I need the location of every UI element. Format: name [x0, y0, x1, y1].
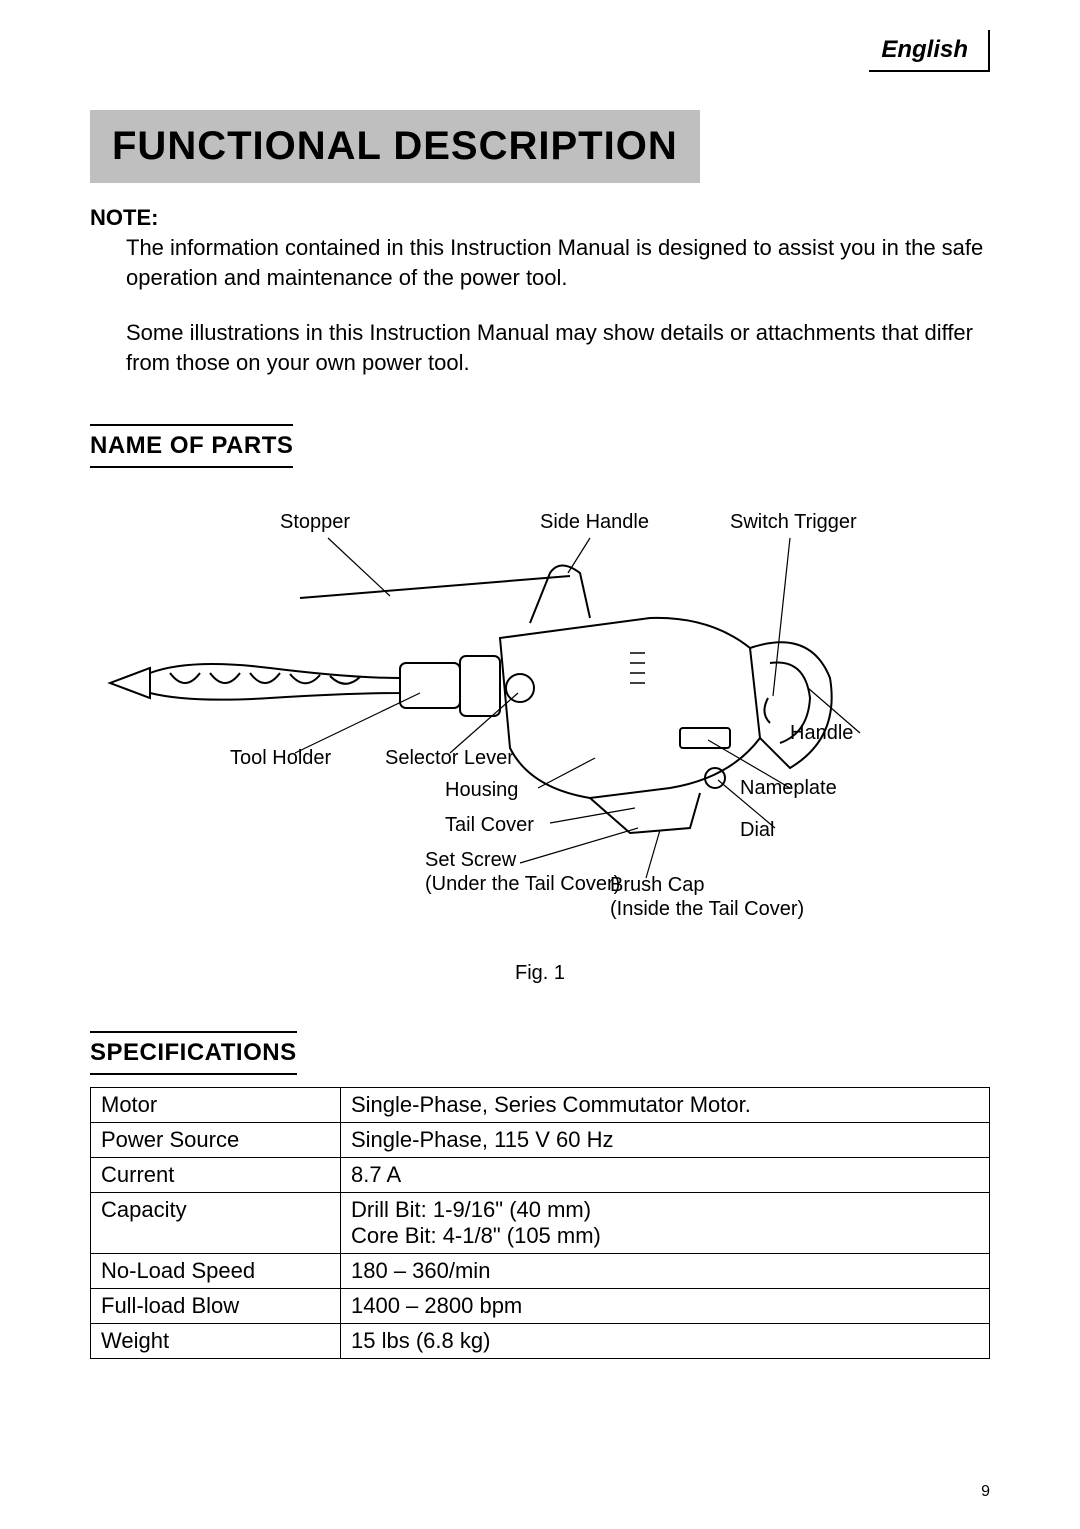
specifications-table: MotorSingle-Phase, Series Commutator Mot… — [90, 1087, 990, 1359]
spec-key: Current — [91, 1157, 341, 1192]
spec-val: Single-Phase, 115 V 60 Hz — [341, 1122, 990, 1157]
spec-val: Drill Bit: 1-9/16" (40 mm) Core Bit: 4-1… — [341, 1192, 990, 1253]
label-switch-trigger: Switch Trigger — [730, 510, 857, 534]
label-selector-lever: Selector Lever — [385, 746, 514, 770]
table-row: MotorSingle-Phase, Series Commutator Mot… — [91, 1087, 990, 1122]
label-brush-cap: Brush Cap (Inside the Tail Cover) — [610, 873, 804, 921]
label-brush-cap-l1: Brush Cap — [610, 874, 705, 896]
table-row: Full-load Blow1400 – 2800 bpm — [91, 1288, 990, 1323]
label-set-screw-l1: Set Screw — [425, 849, 516, 871]
title-bar: FUNCTIONAL DESCRIPTION — [90, 110, 700, 183]
note-para-2: Some illustrations in this Instruction M… — [126, 318, 990, 377]
language-label: English — [869, 30, 990, 72]
table-row: Power SourceSingle-Phase, 115 V 60 Hz — [91, 1122, 990, 1157]
spec-val: 15 lbs (6.8 kg) — [341, 1323, 990, 1358]
note-block: NOTE: The information contained in this … — [90, 205, 990, 378]
section-heading-parts: NAME OF PARTS — [90, 424, 293, 468]
label-set-screw: Set Screw (Under the Tail Cover) — [425, 848, 620, 896]
spec-key: Power Source — [91, 1122, 341, 1157]
table-row: CapacityDrill Bit: 1-9/16" (40 mm) Core … — [91, 1192, 990, 1253]
label-handle: Handle — [790, 721, 853, 745]
spec-key: Capacity — [91, 1192, 341, 1253]
label-tool-holder: Tool Holder — [230, 746, 331, 770]
spec-val: 180 – 360/min — [341, 1253, 990, 1288]
spec-key: Weight — [91, 1323, 341, 1358]
spec-val: Single-Phase, Series Commutator Motor. — [341, 1087, 990, 1122]
label-brush-cap-l2: (Inside the Tail Cover) — [610, 898, 804, 920]
page-title: FUNCTIONAL DESCRIPTION — [112, 124, 678, 169]
note-label: NOTE: — [90, 205, 990, 231]
table-row: No-Load Speed180 – 360/min — [91, 1253, 990, 1288]
parts-figure: Stopper Side Handle Switch Trigger Tool … — [90, 478, 990, 958]
manual-page: English FUNCTIONAL DESCRIPTION NOTE: The… — [0, 0, 1080, 1529]
section-heading-specs: SPECIFICATIONS — [90, 1031, 297, 1075]
label-side-handle: Side Handle — [540, 510, 649, 534]
page-number: 9 — [981, 1483, 990, 1501]
label-housing: Housing — [445, 778, 518, 802]
table-row: Weight15 lbs (6.8 kg) — [91, 1323, 990, 1358]
note-para-1: The information contained in this Instru… — [126, 233, 990, 292]
spec-key: Full-load Blow — [91, 1288, 341, 1323]
specs-tbody: MotorSingle-Phase, Series Commutator Mot… — [91, 1087, 990, 1358]
note-body: The information contained in this Instru… — [90, 233, 990, 378]
figure-caption: Fig. 1 — [90, 962, 990, 985]
spec-key: No-Load Speed — [91, 1253, 341, 1288]
table-row: Current8.7 A — [91, 1157, 990, 1192]
spec-val: 8.7 A — [341, 1157, 990, 1192]
label-stopper: Stopper — [280, 510, 350, 534]
language-text: English — [881, 36, 968, 63]
label-dial: Dial — [740, 818, 774, 842]
spec-key: Motor — [91, 1087, 341, 1122]
label-set-screw-l2: (Under the Tail Cover) — [425, 873, 620, 895]
label-tail-cover: Tail Cover — [445, 813, 534, 837]
label-nameplate: Nameplate — [740, 776, 837, 800]
spec-val: 1400 – 2800 bpm — [341, 1288, 990, 1323]
